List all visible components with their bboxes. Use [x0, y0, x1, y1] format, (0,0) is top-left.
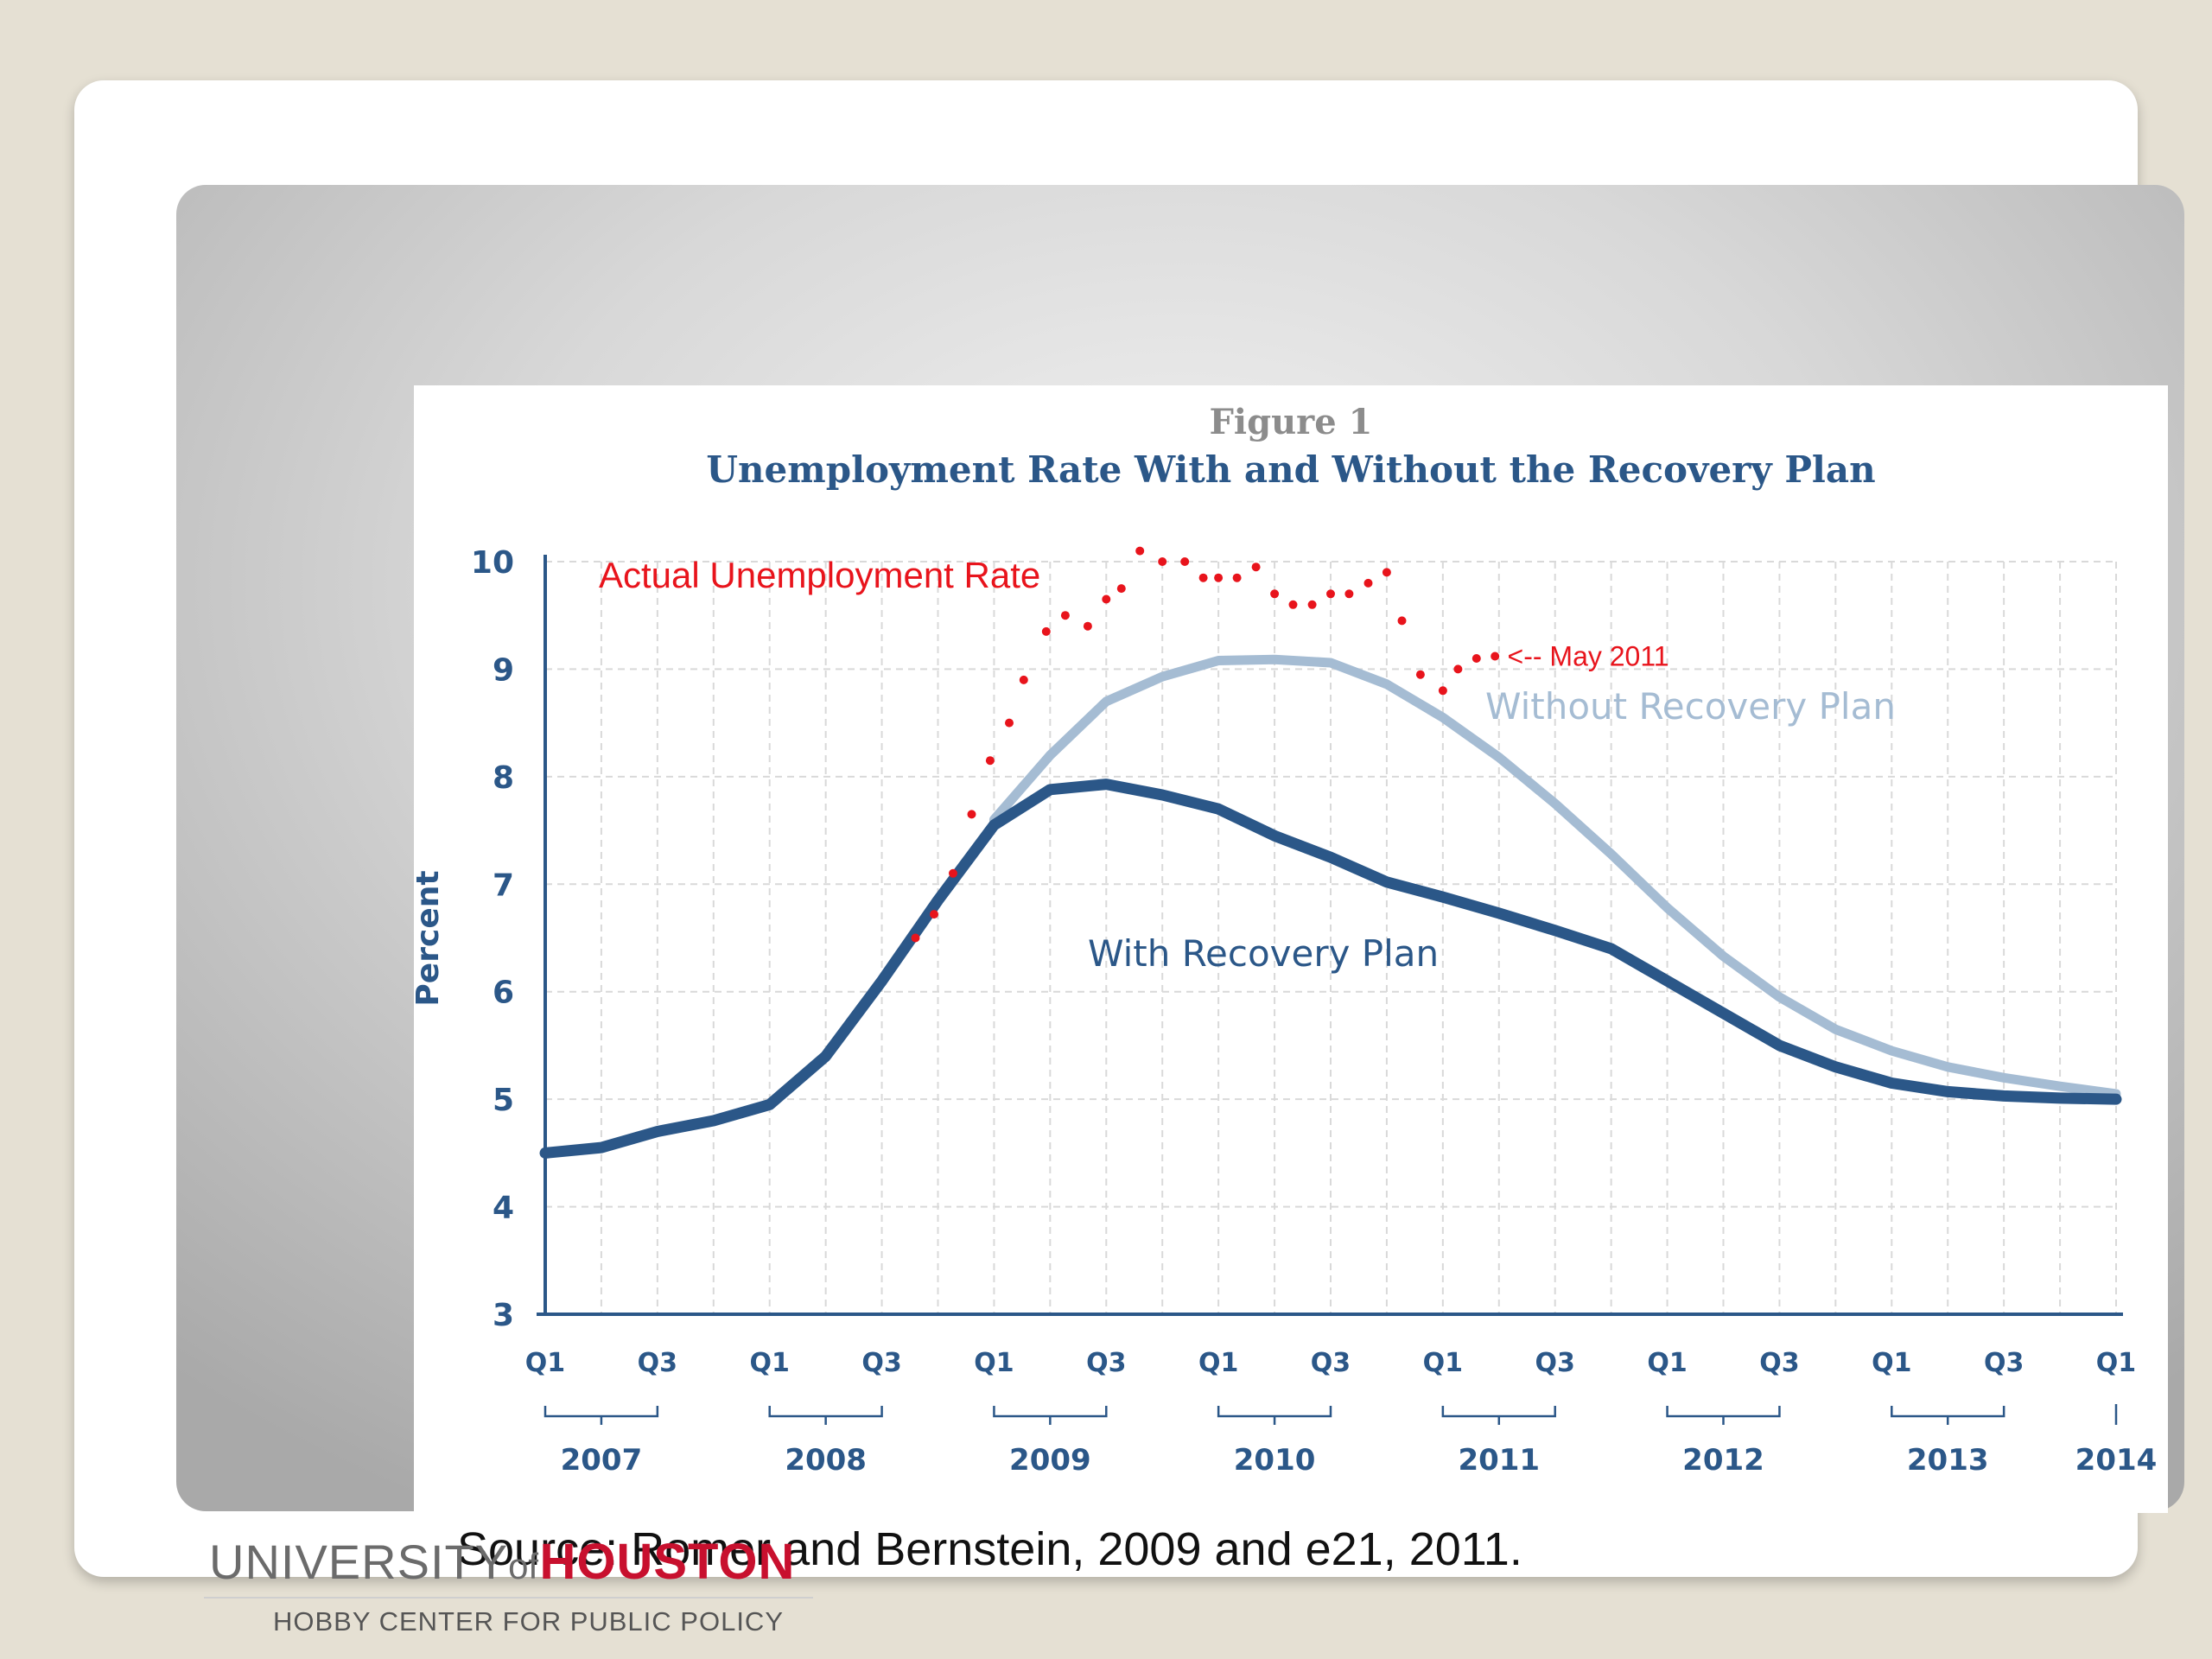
- year-label: 2011: [1458, 1443, 1540, 1478]
- may-2011-annotation: <-- May 2011: [1508, 640, 1669, 671]
- logo-of-text: of: [508, 1546, 539, 1586]
- logo-divider: [204, 1597, 813, 1599]
- actual-rate-dot: [911, 933, 920, 943]
- x-quarter-label: Q1: [525, 1348, 565, 1378]
- actual-rate-dot: [1438, 686, 1447, 696]
- actual-rate-dot: [1198, 573, 1208, 582]
- slide-card: Figure 1 Unemployment Rate With and With…: [74, 80, 2184, 1637]
- y-axis-label: Percent: [414, 870, 446, 1006]
- y-tick-label: 5: [493, 1083, 514, 1118]
- actual-rate-dot: [1135, 546, 1145, 556]
- source-note: Source: Romer and Bernstein, 2009 and e2…: [457, 1523, 1522, 1575]
- actual-rate-dot: [1019, 675, 1028, 684]
- actual-rate-dot: [1060, 611, 1070, 620]
- year-bracket: [993, 1406, 1108, 1425]
- year-bracket: [1666, 1406, 1781, 1425]
- x-quarter-label: Q1: [1198, 1348, 1238, 1378]
- x-quarter-label: Q1: [1872, 1348, 1911, 1378]
- y-tick-label: 7: [493, 868, 514, 903]
- actual-rate-dot: [1344, 589, 1354, 599]
- actual-rate-dot: [1083, 621, 1092, 631]
- actual-rate-dot: [1453, 664, 1463, 674]
- actual-rate-dot: [1232, 573, 1242, 582]
- actual-rate-dot: [1180, 557, 1190, 566]
- x-quarter-label: Q3: [638, 1348, 677, 1378]
- x-quarter-label: Q3: [1984, 1348, 2024, 1378]
- without-plan-line: [988, 654, 2121, 1099]
- x-quarter-label: Q1: [2096, 1348, 2136, 1378]
- actual-rate-dot: [1158, 557, 1167, 566]
- actual-rate-dot: [1102, 594, 1111, 604]
- y-tick-label: 6: [493, 976, 514, 1011]
- x-quarter-label: Q1: [1647, 1348, 1687, 1378]
- x-quarter-label: Q1: [974, 1348, 1014, 1378]
- x-quarter-label: Q3: [1535, 1348, 1575, 1378]
- year-label: 2008: [785, 1443, 867, 1478]
- year-bracket: [1217, 1406, 1332, 1425]
- actual-series-label: Actual Unemployment Rate: [599, 555, 1040, 595]
- logo-university-text: UNIVERSITY: [209, 1535, 509, 1589]
- year-bracket: [543, 1406, 659, 1425]
- actual-rate-dot: [967, 810, 976, 819]
- year-bracket: [1441, 1406, 1556, 1425]
- x-quarter-label: Q3: [861, 1348, 901, 1378]
- actual-rate-dot: [985, 756, 995, 766]
- x-quarter-label: Q3: [1086, 1348, 1126, 1378]
- x-quarter-label: Q3: [1759, 1348, 1799, 1378]
- chart-title: Unemployment Rate With and Without the R…: [706, 448, 1875, 491]
- actual-rate-dot: [1270, 589, 1280, 599]
- without-plan-label: Without Recovery Plan: [1485, 685, 1896, 728]
- year-label: 2012: [1682, 1443, 1764, 1478]
- actual-rate-dot: [1288, 600, 1298, 609]
- x-quarter-label: Q1: [750, 1348, 790, 1378]
- x-quarter-label: Q3: [1311, 1348, 1351, 1378]
- figure-label: Figure 1: [1210, 402, 1373, 442]
- year-label: 2013: [1907, 1443, 1989, 1478]
- logo-subtitle: HOBBY CENTER FOR PUBLIC POLICY: [273, 1606, 784, 1637]
- year-label: 2014: [2075, 1443, 2158, 1478]
- y-tick-label: 8: [493, 760, 514, 796]
- logo-wordmark: UNIVERSITYof HOUSTON: [209, 1537, 795, 1587]
- actual-rate-dot: [1363, 578, 1373, 588]
- actual-rate-dot: [1116, 584, 1126, 594]
- figure-card: Figure 1 Unemployment Rate With and With…: [414, 385, 2168, 1513]
- actual-rate-dot: [1491, 652, 1500, 661]
- year-bracket: [768, 1406, 883, 1425]
- y-tick-label: 3: [493, 1298, 514, 1333]
- university-logo: UNIVERSITYof HOUSTON HOBBY CENTER FOR PU…: [204, 1534, 817, 1646]
- actual-rate-dot: [930, 910, 938, 919]
- with-plan-label: With Recovery Plan: [1088, 932, 1439, 975]
- y-tick-label: 4: [493, 1191, 514, 1226]
- actual-rate-dot: [1382, 568, 1391, 577]
- year-label: 2007: [561, 1443, 643, 1478]
- y-tick-label: 9: [493, 652, 514, 688]
- actual-rate-dot: [1041, 626, 1051, 636]
- year-label: 2009: [1009, 1443, 1091, 1478]
- actual-rate-dot: [1397, 616, 1407, 626]
- actual-rate-dot: [949, 868, 957, 878]
- content-panel: Figure 1 Unemployment Rate With and With…: [176, 185, 2184, 1575]
- x-quarter-label: Q1: [1423, 1348, 1463, 1378]
- actual-rate-dot: [1471, 654, 1481, 663]
- logo-houston-text: HOUSTON: [539, 1534, 796, 1590]
- unemployment-chart: Figure 1 Unemployment Rate With and With…: [414, 402, 2158, 1478]
- actual-rate-dot: [1251, 563, 1261, 572]
- actual-rate-dot: [1326, 589, 1335, 599]
- year-bracket: [1891, 1406, 2005, 1425]
- actual-rate-dot: [1307, 600, 1317, 609]
- actual-rate-dot: [1214, 573, 1224, 582]
- with-plan-line: [539, 779, 2122, 1159]
- actual-rate-dot: [1005, 718, 1014, 728]
- y-tick-label: 10: [471, 545, 514, 581]
- actual-rate-dot: [1415, 670, 1425, 679]
- year-label: 2010: [1234, 1443, 1316, 1478]
